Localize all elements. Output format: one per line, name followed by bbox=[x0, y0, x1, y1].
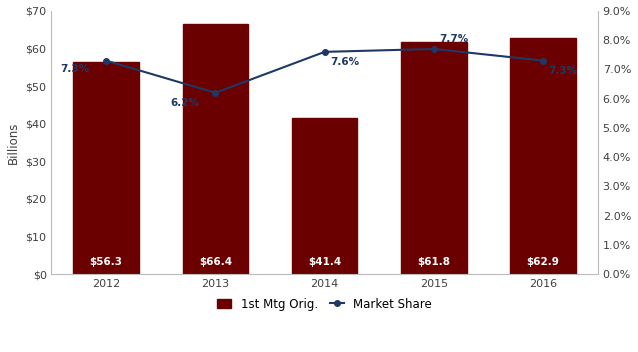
Text: $66.4: $66.4 bbox=[199, 257, 232, 267]
Bar bbox=[292, 118, 357, 274]
Bar bbox=[510, 38, 576, 274]
Bar bbox=[401, 42, 467, 274]
Text: $61.8: $61.8 bbox=[417, 257, 450, 267]
Text: 7.3%: 7.3% bbox=[61, 64, 90, 74]
Bar bbox=[182, 25, 248, 274]
Text: 7.3%: 7.3% bbox=[549, 66, 578, 76]
Bar bbox=[73, 62, 139, 274]
Y-axis label: Billions: Billions bbox=[7, 121, 20, 164]
Text: 7.6%: 7.6% bbox=[330, 57, 359, 67]
Text: $41.4: $41.4 bbox=[308, 257, 341, 267]
Text: 6.2%: 6.2% bbox=[170, 98, 199, 108]
Text: 7.7%: 7.7% bbox=[440, 34, 469, 44]
Text: $56.3: $56.3 bbox=[89, 257, 122, 267]
Text: $62.9: $62.9 bbox=[527, 257, 560, 267]
Legend: 1st Mtg Orig., Market Share: 1st Mtg Orig., Market Share bbox=[212, 293, 437, 315]
